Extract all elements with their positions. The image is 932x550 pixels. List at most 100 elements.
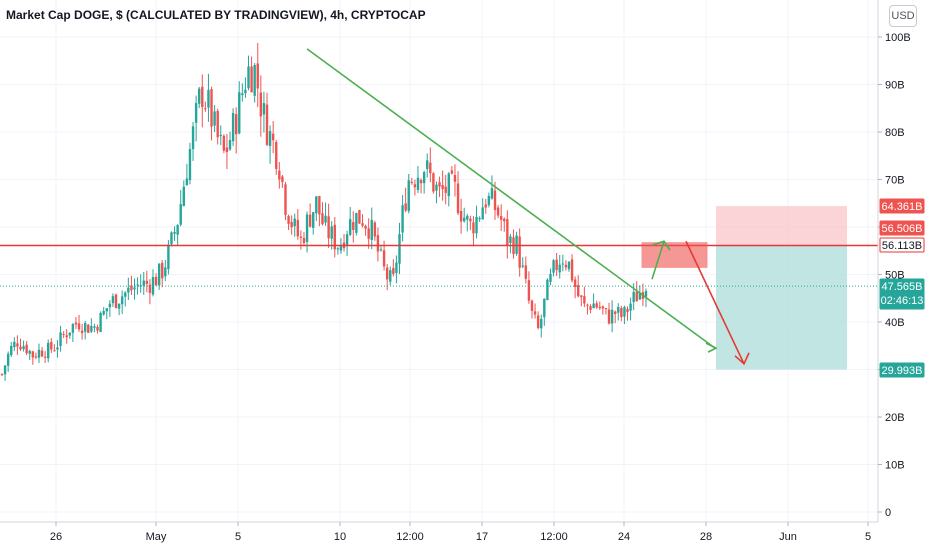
candle-body	[509, 236, 512, 244]
candle-body	[561, 263, 565, 265]
candle-body	[271, 133, 275, 141]
price-tick-label: 0	[885, 507, 891, 519]
candle-body	[275, 142, 278, 169]
candle-body	[308, 214, 312, 227]
candle-body	[617, 306, 620, 313]
candle-body	[644, 291, 648, 297]
price-badge-label: 56.506B	[882, 223, 923, 235]
candle-body	[296, 219, 300, 237]
currency-button[interactable]: USD	[889, 5, 917, 27]
candle-body	[157, 263, 161, 286]
arrow-up-head	[651, 240, 671, 251]
candle-body	[398, 234, 401, 264]
candle-body	[37, 349, 41, 358]
candle-body	[117, 303, 121, 309]
candle-body	[228, 140, 232, 150]
candle-body	[401, 205, 404, 233]
candle-body	[533, 311, 537, 315]
candle-body	[188, 149, 192, 181]
candle-body	[496, 207, 500, 216]
candle-body	[472, 222, 475, 234]
candle-body	[302, 237, 306, 244]
candle-body	[573, 279, 577, 288]
candle-body	[327, 216, 330, 239]
candle-body	[40, 350, 44, 357]
candle-body	[426, 160, 429, 170]
candle-body	[610, 309, 614, 324]
candle-body	[635, 291, 638, 302]
candle-body	[216, 110, 219, 138]
price-badge-label: 56.113B	[882, 240, 922, 252]
candle-body	[567, 261, 571, 270]
price-badge-bg	[879, 237, 925, 253]
candle-body	[120, 296, 124, 305]
candle-body	[207, 89, 210, 108]
candle-body	[244, 89, 247, 94]
candle-body	[6, 353, 10, 366]
candle-body	[176, 225, 179, 235]
price-badge-line: 56.113B	[879, 237, 925, 253]
candle-body	[241, 93, 244, 96]
candle-body	[549, 273, 552, 282]
candle-body	[607, 309, 611, 324]
candle-body	[34, 356, 38, 358]
candle-body	[626, 309, 629, 312]
candle-body	[577, 285, 580, 297]
candle-body	[16, 343, 19, 347]
downtrend-line	[306, 48, 716, 349]
candle-body	[0, 374, 4, 376]
candle-body	[56, 347, 59, 350]
candle-body	[281, 176, 284, 183]
candle-body	[416, 177, 420, 190]
candle-body	[382, 250, 386, 267]
stop-loss-zone	[716, 206, 847, 246]
candle-body	[429, 162, 432, 174]
candle-body	[253, 64, 256, 96]
candle-body	[290, 221, 293, 228]
time-tick-label: 12:00	[396, 531, 424, 543]
price-badges: 64.361B 56.506B 56.113B 47.565B 02:46:13 29.9…	[879, 198, 925, 378]
price-badge-label: 47.565B	[882, 281, 923, 293]
candle-body	[43, 356, 47, 358]
candle-body	[204, 108, 207, 110]
candle-body	[19, 346, 22, 350]
candle-body	[463, 217, 466, 222]
candle-body	[151, 277, 155, 295]
time-tick-label: 12:00	[540, 531, 568, 543]
candle-body	[580, 295, 583, 298]
candle-body	[583, 296, 586, 304]
candle-body	[598, 306, 601, 309]
time-tick-label: 10	[334, 531, 346, 543]
candle-body	[450, 170, 454, 174]
candle-body	[284, 184, 287, 216]
candle-body	[407, 180, 410, 211]
candle-body	[250, 66, 253, 93]
candle-body	[604, 308, 608, 310]
price-tick-label: 90B	[885, 80, 905, 92]
candles	[0, 43, 648, 381]
candle-body	[130, 285, 133, 291]
candle-body	[231, 112, 235, 142]
candle-body	[484, 204, 487, 208]
candle-body	[613, 311, 617, 314]
candle-body	[164, 267, 167, 277]
candle-body	[348, 219, 352, 235]
candle-body	[515, 235, 518, 254]
price-tick-label: 20B	[885, 412, 905, 424]
candle-body	[71, 323, 75, 333]
candle-body	[105, 308, 108, 312]
candle-body	[262, 103, 266, 115]
candle-body	[459, 210, 463, 222]
price-badge-current: 47.565B 02:46:13	[879, 278, 925, 310]
candle-body	[13, 341, 16, 348]
candle-body	[185, 178, 189, 186]
candle-body	[518, 236, 521, 268]
candle-body	[142, 280, 145, 286]
candle-body	[333, 224, 336, 250]
candle-body	[3, 365, 7, 375]
price-tick-label: 100B	[885, 32, 911, 44]
time-tick-label: May	[146, 531, 167, 543]
candle-body	[234, 114, 238, 135]
candle-body	[469, 218, 472, 222]
